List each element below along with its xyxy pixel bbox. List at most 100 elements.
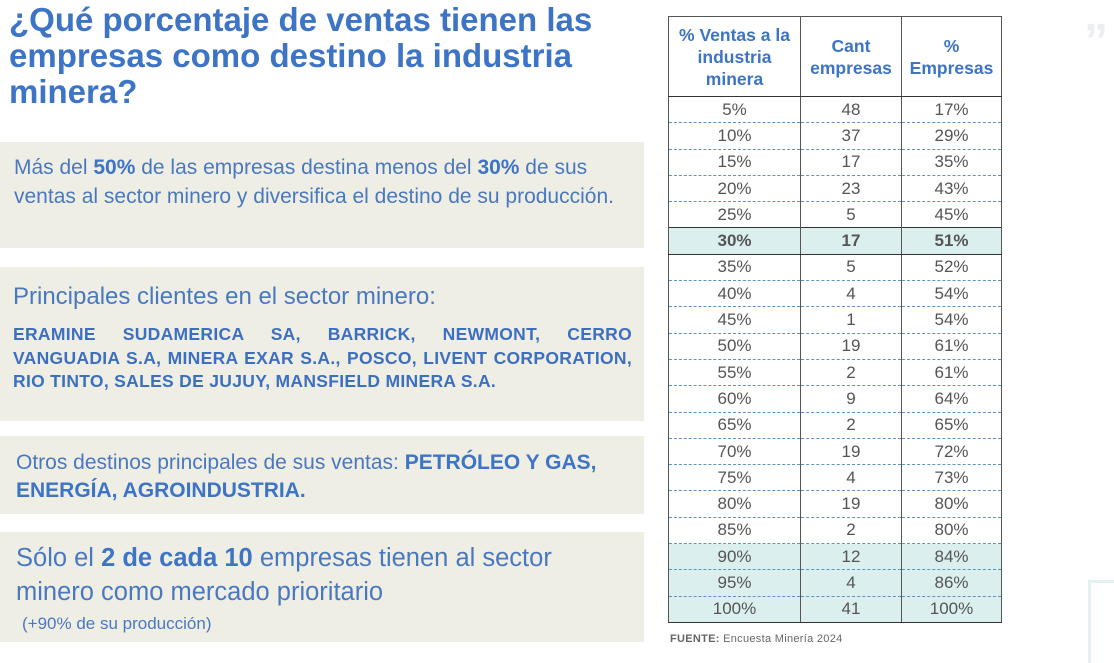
table-row: 40% 4 54%	[668, 280, 1002, 308]
priority-box: Sólo el 2 de cada 10 empresas tienen al …	[0, 532, 644, 642]
cell-count: 2	[800, 517, 902, 545]
cell-pct-sales: 15%	[668, 149, 801, 176]
table-row: 30% 17 51%	[668, 227, 1002, 255]
table-row: 20% 23 43%	[668, 175, 1002, 203]
table-row: 60% 9 64%	[668, 385, 1002, 413]
cell-pct-companies: 72%	[901, 438, 1002, 466]
quote-mark-icon: ”	[1084, 15, 1108, 68]
cell-pct-companies: 80%	[901, 517, 1002, 545]
cell-pct-companies: 17%	[901, 96, 1002, 124]
table-row: 85% 2 80%	[668, 517, 1002, 545]
clients-box: Principales clientes en el sector minero…	[0, 267, 644, 421]
cell-count: 17	[800, 149, 902, 176]
cell-pct-sales: 10%	[668, 122, 801, 150]
other-destinations-box: Otros destinos principales de sus ventas…	[0, 436, 644, 514]
cell-count: 5	[800, 254, 902, 282]
cell-pct-companies: 35%	[901, 149, 1002, 176]
table-row: 35% 5 52%	[668, 254, 1002, 282]
priority-highlight: 2 de cada 10	[101, 544, 253, 572]
summary-text: Más del	[14, 156, 94, 179]
cell-pct-companies: 84%	[901, 543, 1002, 571]
cell-pct-sales: 5%	[668, 96, 801, 124]
cell-count: 19	[800, 333, 902, 360]
clients-heading: Principales clientes en el sector minero…	[13, 283, 436, 310]
cell-count: 41	[800, 596, 902, 623]
cell-count: 19	[800, 490, 902, 518]
priority-text: empresas tienen al sector minero como me…	[16, 544, 552, 606]
table-header-row: % Ventas a la industria minera Cant empr…	[668, 16, 1002, 97]
cell-pct-sales: 25%	[668, 201, 801, 229]
cell-count: 12	[800, 543, 902, 571]
cell-pct-companies: 80%	[901, 490, 1002, 518]
cell-pct-companies: 29%	[901, 122, 1002, 150]
cell-pct-sales: 35%	[668, 254, 801, 282]
cell-count: 5	[800, 201, 902, 229]
cell-pct-companies: 73%	[901, 464, 1002, 492]
cell-count: 2	[800, 412, 902, 439]
table-row: 45% 1 54%	[668, 306, 1002, 334]
header-pct-companies: % Empresas	[901, 16, 1002, 97]
source-label: FUENTE:	[670, 633, 720, 645]
cell-pct-sales: 40%	[668, 280, 801, 308]
other-destinations-highlight: PETRÓLEO Y GAS, ENERGÍA, AGROINDUSTRIA.	[16, 451, 597, 502]
priority-text: Sólo el	[16, 544, 102, 572]
summary-text: de sus ventas al sector minero y diversi…	[14, 156, 614, 208]
cell-count: 1	[800, 306, 902, 334]
sales-table-wrapper: % Ventas a la industria minera Cant empr…	[668, 16, 1002, 623]
cell-pct-sales: 75%	[668, 464, 801, 492]
cell-pct-companies: 51%	[901, 227, 1002, 255]
summary-box: Más del 50% de las empresas destina meno…	[0, 142, 644, 248]
cell-count: 9	[800, 385, 902, 413]
cell-pct-companies: 86%	[901, 569, 1002, 597]
cell-pct-sales: 30%	[668, 227, 801, 255]
cell-pct-companies: 61%	[901, 333, 1002, 360]
cell-count: 37	[800, 122, 902, 150]
decorative-frame	[1088, 580, 1114, 663]
cell-pct-sales: 65%	[668, 412, 801, 439]
cell-pct-companies: 100%	[901, 596, 1002, 623]
cell-pct-sales: 45%	[668, 306, 801, 334]
summary-highlight-30: 30%	[477, 156, 520, 179]
cell-pct-companies: 61%	[901, 359, 1002, 387]
cell-count: 17	[800, 227, 902, 255]
table-row: 100% 41 100%	[668, 596, 1002, 623]
cell-pct-companies: 45%	[901, 201, 1002, 229]
cell-pct-sales: 60%	[668, 385, 801, 413]
table-row: 95% 4 86%	[668, 569, 1002, 597]
cell-pct-sales: 20%	[668, 175, 801, 203]
table-row: 50% 19 61%	[668, 333, 1002, 360]
cell-pct-companies: 54%	[901, 280, 1002, 308]
cell-count: 4	[800, 280, 902, 308]
table-row: 70% 19 72%	[668, 438, 1002, 466]
cell-pct-sales: 90%	[668, 543, 801, 571]
cell-pct-companies: 43%	[901, 175, 1002, 203]
page-title: ¿Qué porcentaje de ventas tienen las emp…	[9, 1, 593, 110]
cell-count: 2	[800, 359, 902, 387]
cell-pct-companies: 64%	[901, 385, 1002, 413]
cell-pct-companies: 65%	[901, 412, 1002, 439]
cell-pct-companies: 54%	[901, 306, 1002, 334]
table-row: 65% 2 65%	[668, 412, 1002, 439]
cell-pct-sales: 95%	[668, 569, 801, 597]
sales-table: % Ventas a la industria minera Cant empr…	[668, 16, 1002, 623]
cell-count: 4	[800, 569, 902, 597]
cell-count: 19	[800, 438, 902, 466]
source-text: Encuesta Minería 2024	[719, 633, 843, 645]
cell-pct-sales: 80%	[668, 490, 801, 518]
table-row: 25% 5 45%	[668, 201, 1002, 229]
table-row: 15% 17 35%	[668, 149, 1002, 176]
header-pct-sales: % Ventas a la industria minera	[668, 16, 801, 97]
table-row: 90% 12 84%	[668, 543, 1002, 571]
table-row: 10% 37 29%	[668, 122, 1002, 150]
summary-text: de las empresas destina menos del	[135, 156, 478, 179]
priority-note: (+90% de su producción)	[22, 614, 212, 633]
table-row: 75% 4 73%	[668, 464, 1002, 492]
table-row: 5% 48 17%	[668, 96, 1002, 124]
cell-pct-sales: 50%	[668, 333, 801, 360]
cell-pct-sales: 55%	[668, 359, 801, 387]
cell-pct-sales: 70%	[668, 438, 801, 466]
clients-list: ERAMINE SUDAMERICA SA, BARRICK, NEWMONT,…	[13, 324, 632, 391]
priority-statement: Sólo el 2 de cada 10 empresas tienen al …	[16, 541, 628, 609]
cell-pct-companies: 52%	[901, 254, 1002, 282]
header-count: Cant empresas	[800, 16, 902, 97]
